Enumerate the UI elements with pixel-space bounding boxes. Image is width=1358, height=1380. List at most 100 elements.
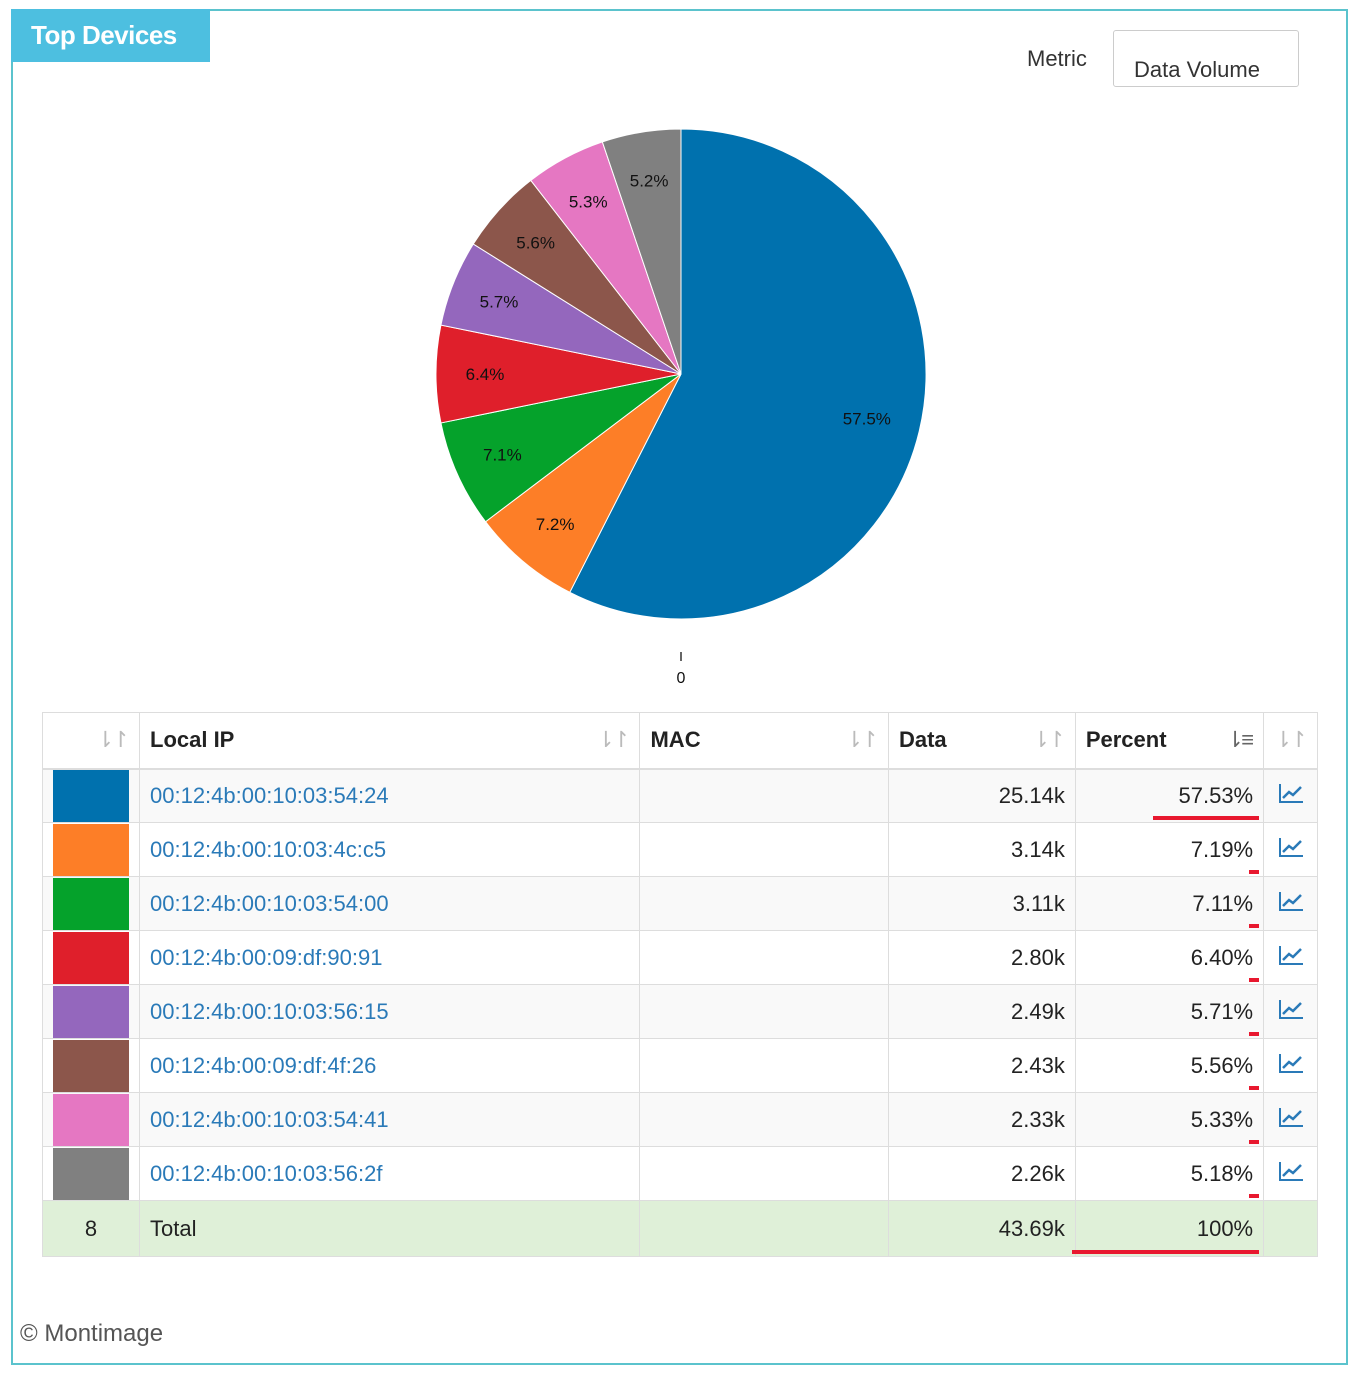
percent-bar <box>1249 924 1260 928</box>
device-percent: 5.71% <box>1074 984 1265 1039</box>
sort-icon[interactable]: ⇂↾ <box>96 727 130 752</box>
device-data: 2.43k <box>887 1038 1076 1093</box>
color-swatch <box>42 1146 140 1201</box>
line-chart-icon[interactable] <box>1277 1159 1305 1183</box>
table-row: 00:12:4b:00:10:03:54:00 3.11k 7.11% <box>42 876 1318 931</box>
row-action[interactable] <box>1263 1092 1318 1147</box>
line-chart-icon[interactable] <box>1277 1105 1305 1129</box>
device-mac <box>639 930 889 985</box>
table-header-row: ⇂↾ Local IP ⇂↾ MAC ⇂↾ Data ⇂↾ Percent ⇂≡ ⇂↾ <box>42 712 1318 770</box>
device-mac <box>639 822 889 877</box>
pie-label-8: 5.2% <box>630 172 669 191</box>
row-action[interactable] <box>1263 1146 1318 1201</box>
total-action <box>1263 1200 1318 1257</box>
total-data: 43.69k <box>887 1200 1076 1257</box>
percent-bar <box>1249 1194 1260 1198</box>
table-row: 00:12:4b:00:09:df:4f:26 2.43k 5.56% <box>42 1038 1318 1093</box>
pie-chart: 57.5% 7.2% 7.1% 6.4% 5.7% 5.6% 5.3% 5.2% 0 <box>435 128 927 687</box>
pie-label-1: 57.5% <box>843 410 891 429</box>
table-row: 00:12:4b:00:10:03:4c:c5 3.14k 7.19% <box>42 822 1318 877</box>
line-chart-icon[interactable] <box>1277 943 1305 967</box>
copyright: © Montimage <box>20 1320 164 1347</box>
pie-label-2: 7.2% <box>536 515 575 534</box>
header-mac[interactable]: MAC ⇂↾ <box>639 712 889 770</box>
table-row: 00:12:4b:00:10:03:56:15 2.49k 5.71% <box>42 984 1318 1039</box>
device-ip-link[interactable]: 00:12:4b:00:10:03:54:41 <box>138 1092 641 1147</box>
table-row: 00:12:4b:00:10:03:54:24 25.14k 57.53% <box>42 768 1318 823</box>
device-mac <box>639 1146 889 1201</box>
percent-bar <box>1249 1086 1260 1090</box>
total-label: Total <box>138 1200 641 1257</box>
sort-icon[interactable]: ⇂↾ <box>596 727 631 752</box>
table-row: 00:12:4b:00:10:03:54:41 2.33k 5.33% <box>42 1092 1318 1147</box>
sort-icon[interactable]: ⇂↾ <box>1031 727 1066 752</box>
row-action[interactable] <box>1263 1038 1318 1093</box>
device-percent: 57.53% <box>1074 768 1265 823</box>
device-percent: 5.56% <box>1074 1038 1265 1093</box>
percent-bar <box>1249 1032 1260 1036</box>
device-data: 3.14k <box>887 822 1076 877</box>
color-swatch <box>42 1092 140 1147</box>
row-action[interactable] <box>1263 930 1318 985</box>
pie-slice-2[interactable] <box>484 373 682 593</box>
metric-select[interactable]: Data Volume <box>1113 30 1299 87</box>
device-ip-link[interactable]: 00:12:4b:00:09:df:90:91 <box>138 930 641 985</box>
axis-tick-label: 0 <box>677 670 686 687</box>
table-row: 00:12:4b:00:10:03:56:2f 2.26k 5.18% <box>42 1146 1318 1201</box>
device-mac <box>639 984 889 1039</box>
percent-bar <box>1153 816 1260 820</box>
panel-title: Top Devices <box>11 9 210 62</box>
pie-label-3: 7.1% <box>483 446 522 465</box>
color-swatch <box>42 768 140 823</box>
device-mac <box>639 1092 889 1147</box>
device-ip-link[interactable]: 00:12:4b:00:10:03:54:24 <box>138 768 641 823</box>
device-ip-link[interactable]: 00:12:4b:00:10:03:54:00 <box>138 876 641 931</box>
row-action[interactable] <box>1263 822 1318 877</box>
top-devices-panel <box>11 9 1348 1365</box>
device-ip-link[interactable]: 00:12:4b:00:10:03:56:15 <box>138 984 641 1039</box>
pie-slice-8[interactable] <box>601 128 682 375</box>
row-action[interactable] <box>1263 768 1318 823</box>
device-mac <box>639 876 889 931</box>
device-data: 2.33k <box>887 1092 1076 1147</box>
device-percent: 7.19% <box>1074 822 1265 877</box>
percent-bar <box>1249 978 1260 982</box>
percent-bar <box>1249 870 1260 874</box>
header-data[interactable]: Data ⇂↾ <box>887 712 1076 770</box>
header-action[interactable]: ⇂↾ <box>1263 712 1318 770</box>
line-chart-icon[interactable] <box>1277 997 1305 1021</box>
device-percent: 5.18% <box>1074 1146 1265 1201</box>
color-swatch <box>42 822 140 877</box>
header-local-ip[interactable]: Local IP ⇂↾ <box>138 712 641 770</box>
pie-label-4: 6.4% <box>466 365 505 384</box>
line-chart-icon[interactable] <box>1277 835 1305 859</box>
line-chart-icon[interactable] <box>1277 1051 1305 1075</box>
device-percent: 7.11% <box>1074 876 1265 931</box>
line-chart-icon[interactable] <box>1277 781 1305 805</box>
total-mac <box>639 1200 889 1257</box>
header-percent[interactable]: Percent ⇂≡ <box>1074 712 1265 770</box>
device-data: 2.26k <box>887 1146 1076 1201</box>
sort-icon[interactable]: ⇂↾ <box>1274 727 1308 752</box>
device-ip-link[interactable]: 00:12:4b:00:10:03:4c:c5 <box>138 822 641 877</box>
pie-label-7: 5.3% <box>569 192 608 211</box>
line-chart-icon[interactable] <box>1277 889 1305 913</box>
device-ip-link[interactable]: 00:12:4b:00:09:df:4f:26 <box>138 1038 641 1093</box>
device-ip-link[interactable]: 00:12:4b:00:10:03:56:2f <box>138 1146 641 1201</box>
pie-slice-1[interactable] <box>569 128 927 620</box>
total-row: 8 Total 43.69k 100% <box>42 1200 1318 1257</box>
device-data: 2.80k <box>887 930 1076 985</box>
row-action[interactable] <box>1263 984 1318 1039</box>
percent-bar <box>1249 1140 1260 1144</box>
device-percent: 6.40% <box>1074 930 1265 985</box>
pie-label-6: 5.6% <box>516 234 555 253</box>
devices-table: ⇂↾ Local IP ⇂↾ MAC ⇂↾ Data ⇂↾ Percent ⇂≡ ⇂↾ … <box>42 712 1318 1257</box>
row-action[interactable] <box>1263 876 1318 931</box>
color-swatch <box>42 930 140 985</box>
table-row: 00:12:4b:00:09:df:90:91 2.80k 6.40% <box>42 930 1318 985</box>
color-swatch <box>42 984 140 1039</box>
sort-icon[interactable]: ⇂↾ <box>845 727 879 752</box>
sort-desc-icon[interactable]: ⇂≡ <box>1225 727 1254 752</box>
header-index[interactable]: ⇂↾ <box>42 712 140 770</box>
pie-label-5: 5.7% <box>480 292 519 311</box>
